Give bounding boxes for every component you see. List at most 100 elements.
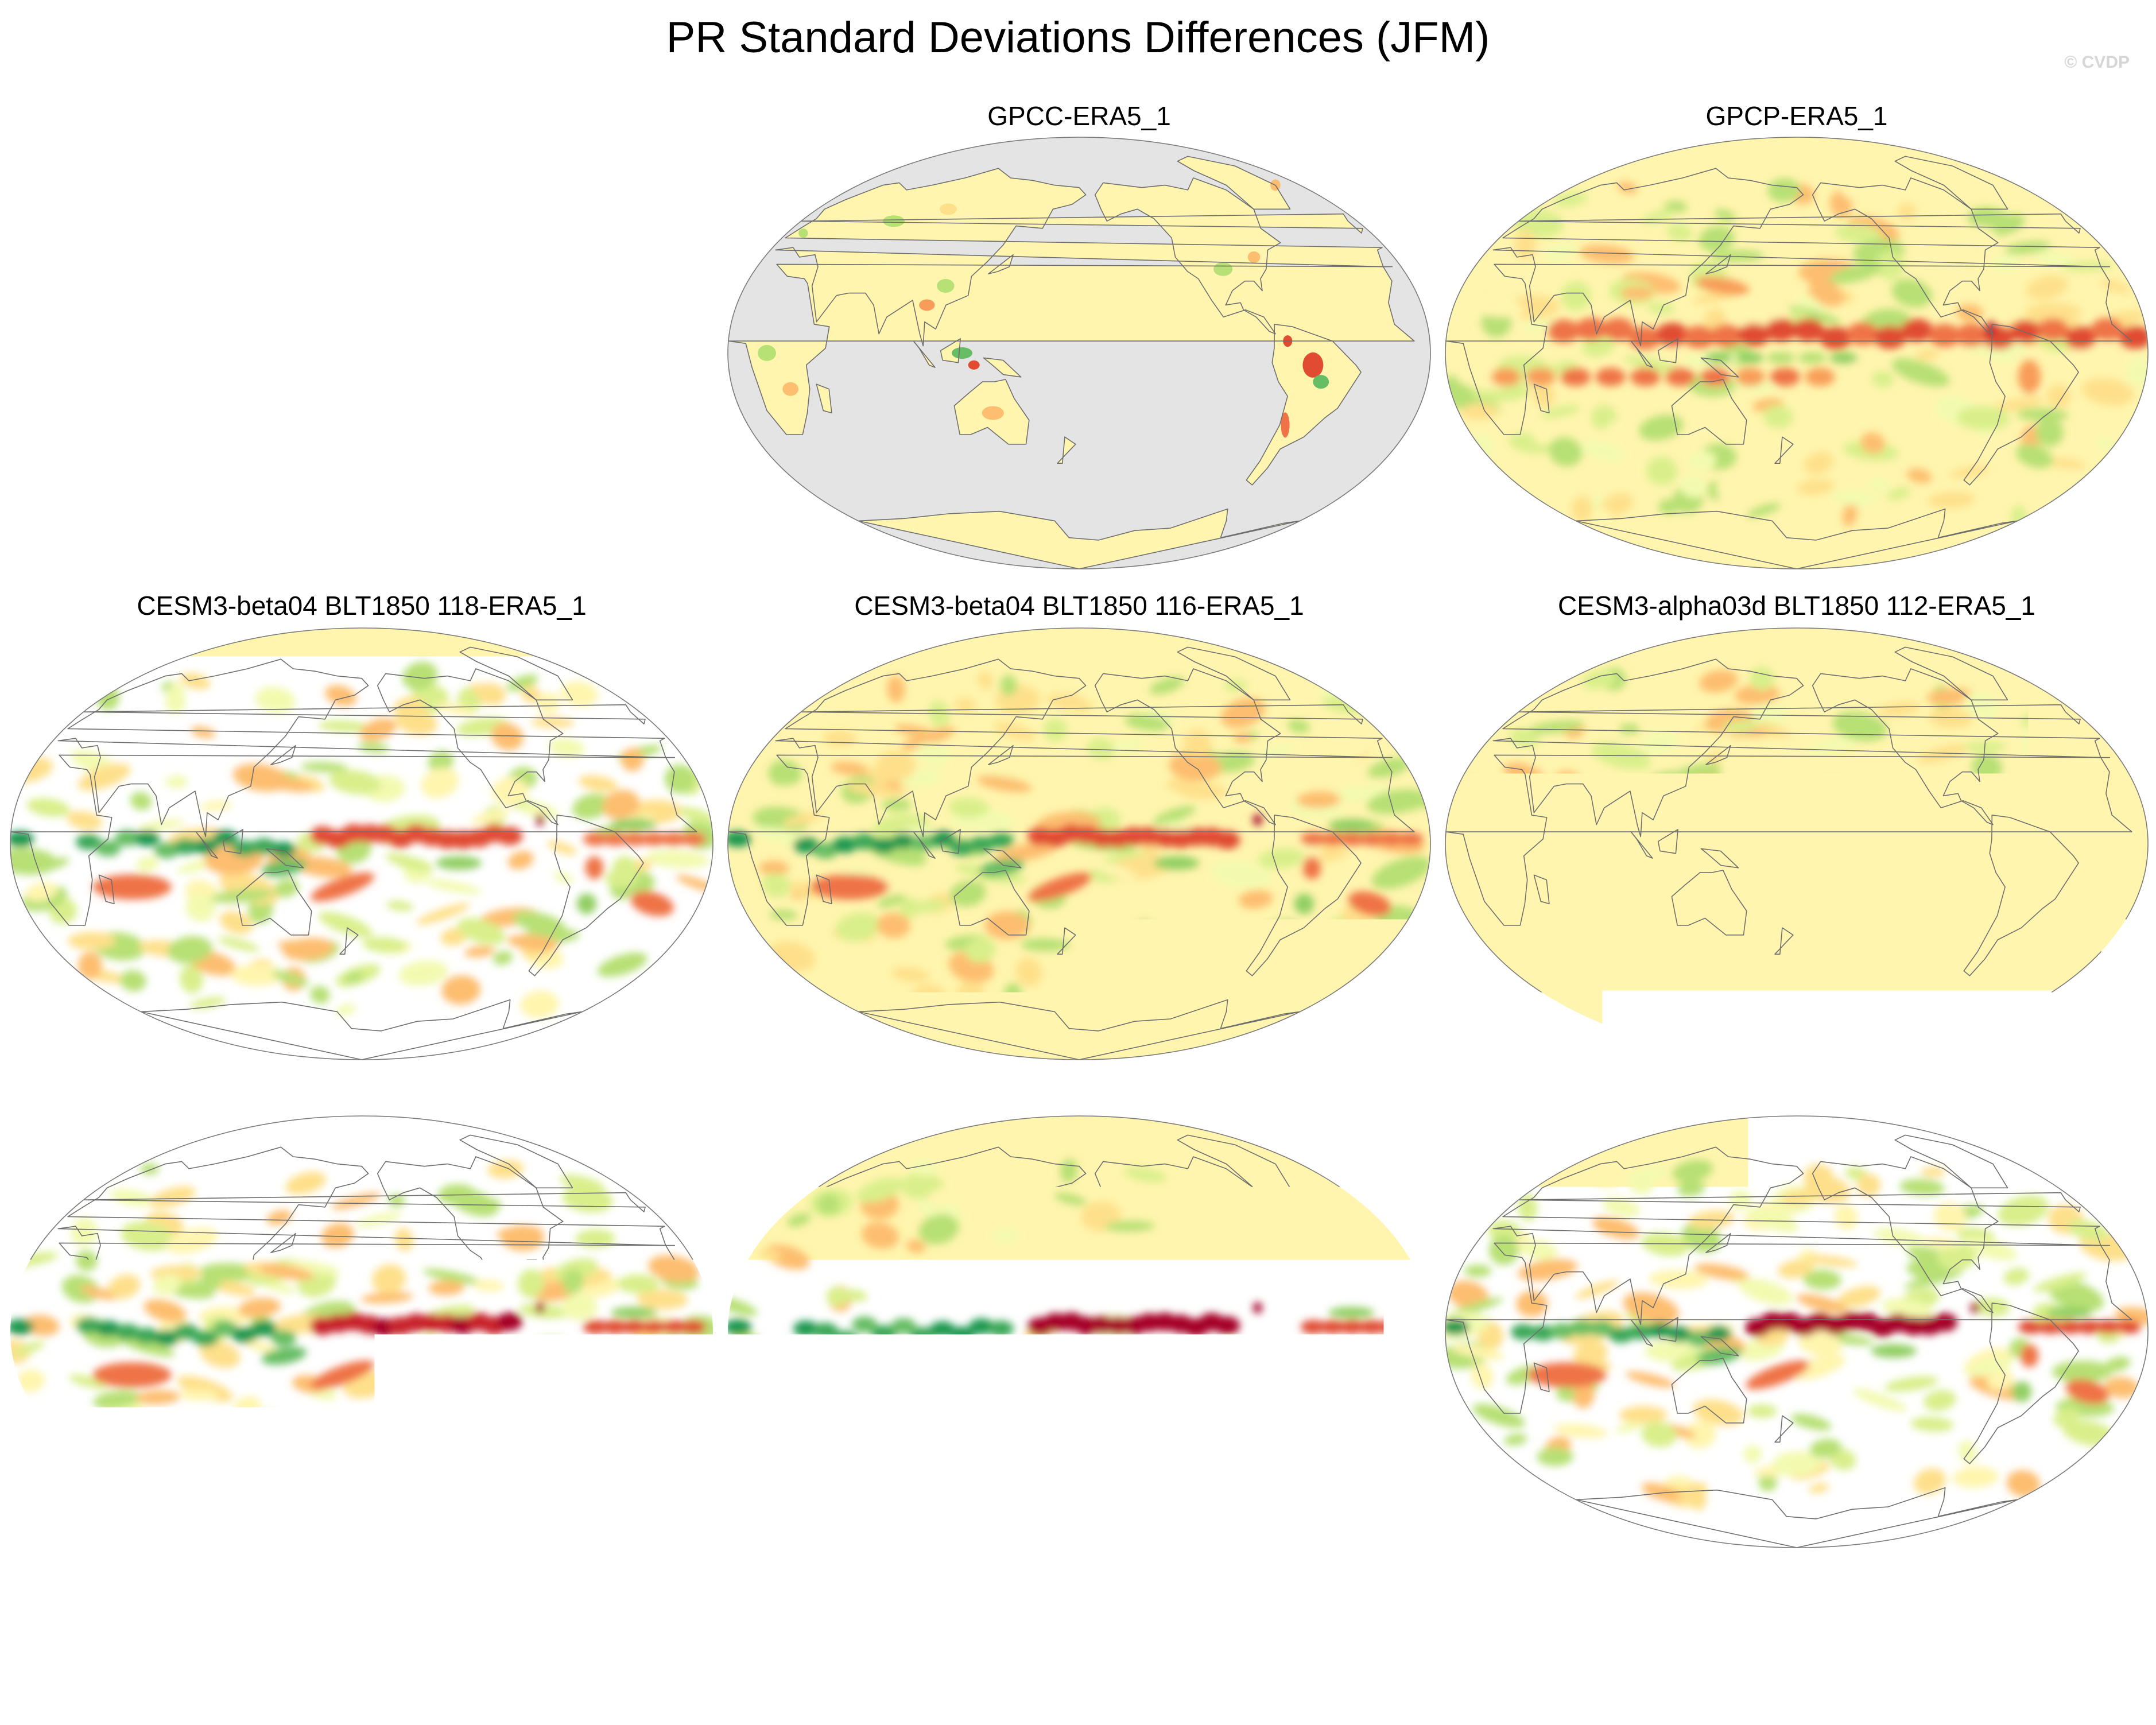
panel-title-beta04-118: CESM3-beta04 BLT1850 118-ERA5_1 xyxy=(6,588,718,623)
field-patch xyxy=(1700,368,1730,386)
field-patch xyxy=(1596,368,1626,386)
field-patch xyxy=(1767,352,1795,363)
map-beta02-blt104 xyxy=(1444,1114,2150,1550)
field-patch xyxy=(1665,368,1695,386)
field-patch xyxy=(1631,368,1661,386)
field-patch xyxy=(585,1344,604,1367)
field-patch xyxy=(782,382,798,396)
field-patch xyxy=(1303,856,1321,879)
field-patch xyxy=(832,1331,858,1347)
field-patch xyxy=(1253,1302,1262,1313)
field-patch xyxy=(577,1381,597,1402)
field-patch xyxy=(1971,1302,1980,1313)
field-patch xyxy=(1302,352,1323,378)
field-patch xyxy=(1215,831,1240,849)
map-beta04-116 xyxy=(726,626,1432,1062)
field-patch xyxy=(1971,814,1980,825)
panel-title-alpha03d-112: CESM3-alpha03d BLT1850 112-ERA5_1 xyxy=(1441,588,2153,623)
colorbar-units: mm/day xyxy=(0,1664,2156,1705)
field-patch xyxy=(1932,828,1957,846)
map-beta04-118 xyxy=(9,626,715,1062)
field-patch xyxy=(2018,360,2041,394)
field-patch xyxy=(1738,324,1770,347)
field-patch xyxy=(937,279,954,293)
field-layer xyxy=(1425,1114,2156,1550)
field-patch xyxy=(940,203,957,215)
field-patch xyxy=(497,827,522,845)
panel-title-beta04-116: CESM3-beta04 BLT1850 116-ERA5_1 xyxy=(723,588,1435,623)
field-layer xyxy=(708,1114,1432,1550)
field-patch xyxy=(2046,819,2092,831)
field-patch xyxy=(497,1312,522,1331)
field-patch xyxy=(1765,319,1797,342)
field-patch xyxy=(1608,842,1634,858)
field-patch xyxy=(1561,368,1591,386)
panel-title-beta02-109: CESM3-beta02 BLT1850 109-ERA5_1 xyxy=(6,1078,718,1112)
field-layer xyxy=(1429,626,2156,1062)
field-patch xyxy=(1464,1265,1491,1277)
field-patch xyxy=(166,776,188,789)
field-patch xyxy=(2012,893,2032,914)
field-patch xyxy=(1213,262,1232,276)
field-patch xyxy=(1629,327,1661,350)
panel-title-gpcc: GPCC-ERA5_1 xyxy=(723,99,1435,133)
field-patch xyxy=(798,228,808,238)
panel-title-beta02-blt104: CESM3-beta02 BLT1850 104-ERA5_1 xyxy=(1441,1078,2153,1112)
field-patch xyxy=(277,940,327,949)
field-patch xyxy=(585,856,604,879)
field-patch xyxy=(611,819,657,831)
field-patch xyxy=(1153,1344,1199,1358)
figure-title: PR Standard Deviations Differences (JFM) xyxy=(0,10,2156,65)
field-patch xyxy=(968,360,980,370)
field-patch xyxy=(1847,322,1879,345)
map-beta02-bmt104 xyxy=(726,1114,1432,1550)
field-patch xyxy=(956,1424,994,1447)
field-patch xyxy=(2010,320,2042,343)
field-patch xyxy=(988,1321,1014,1337)
field-patch xyxy=(1684,325,1716,348)
field-patch xyxy=(1491,368,1521,386)
field-patch xyxy=(1294,893,1314,914)
field-patch xyxy=(2046,1307,2092,1319)
field-patch xyxy=(883,215,905,227)
map-beta02-109 xyxy=(9,1114,715,1550)
field-patch xyxy=(577,893,597,914)
panel-title-gpcp: GPCP-ERA5_1 xyxy=(1441,99,2153,133)
map-gpcc-era5 xyxy=(726,135,1432,571)
field-patch xyxy=(2021,1344,2039,1367)
map-gpcp-era5 xyxy=(1444,135,2150,571)
field-patch xyxy=(1548,320,1580,343)
field-patch xyxy=(1706,1325,1731,1342)
field-patch xyxy=(681,1320,706,1334)
field-patch xyxy=(1770,368,1800,386)
field-patch xyxy=(1253,814,1262,825)
field-patch xyxy=(611,1307,657,1319)
field-patch xyxy=(1830,352,1858,363)
field-patch xyxy=(2021,856,2039,879)
field-patch xyxy=(1871,1344,1917,1358)
field-patch xyxy=(1398,1320,1424,1334)
field-patch xyxy=(1398,832,1424,846)
field-patch xyxy=(1870,478,1890,494)
field-layer xyxy=(726,135,1432,571)
field-patch xyxy=(536,1302,545,1313)
field-patch xyxy=(982,406,1004,420)
field-patch xyxy=(1820,327,1852,350)
field-patch xyxy=(95,840,121,856)
field-patch xyxy=(1153,856,1199,870)
field-patch xyxy=(1215,1316,1240,1335)
field-patch xyxy=(1871,856,1917,870)
field-patch xyxy=(1805,368,1835,386)
field-patch xyxy=(1328,819,1374,831)
panel-title-beta02-bmt104: CESM3-beta02 BMT1850 104-ERA5_1 xyxy=(723,1078,1435,1112)
field-patch xyxy=(436,856,482,870)
field-patch xyxy=(1248,251,1260,263)
field-patch xyxy=(1313,375,1329,389)
field-patch xyxy=(1328,1307,1374,1319)
field-patch xyxy=(2116,1320,2141,1334)
map-alpha03d-112 xyxy=(1444,626,2150,1062)
field-patch xyxy=(1901,319,1933,342)
field-patch xyxy=(436,1344,482,1358)
field-patch xyxy=(1705,352,1732,363)
field-patch xyxy=(1792,319,1824,342)
